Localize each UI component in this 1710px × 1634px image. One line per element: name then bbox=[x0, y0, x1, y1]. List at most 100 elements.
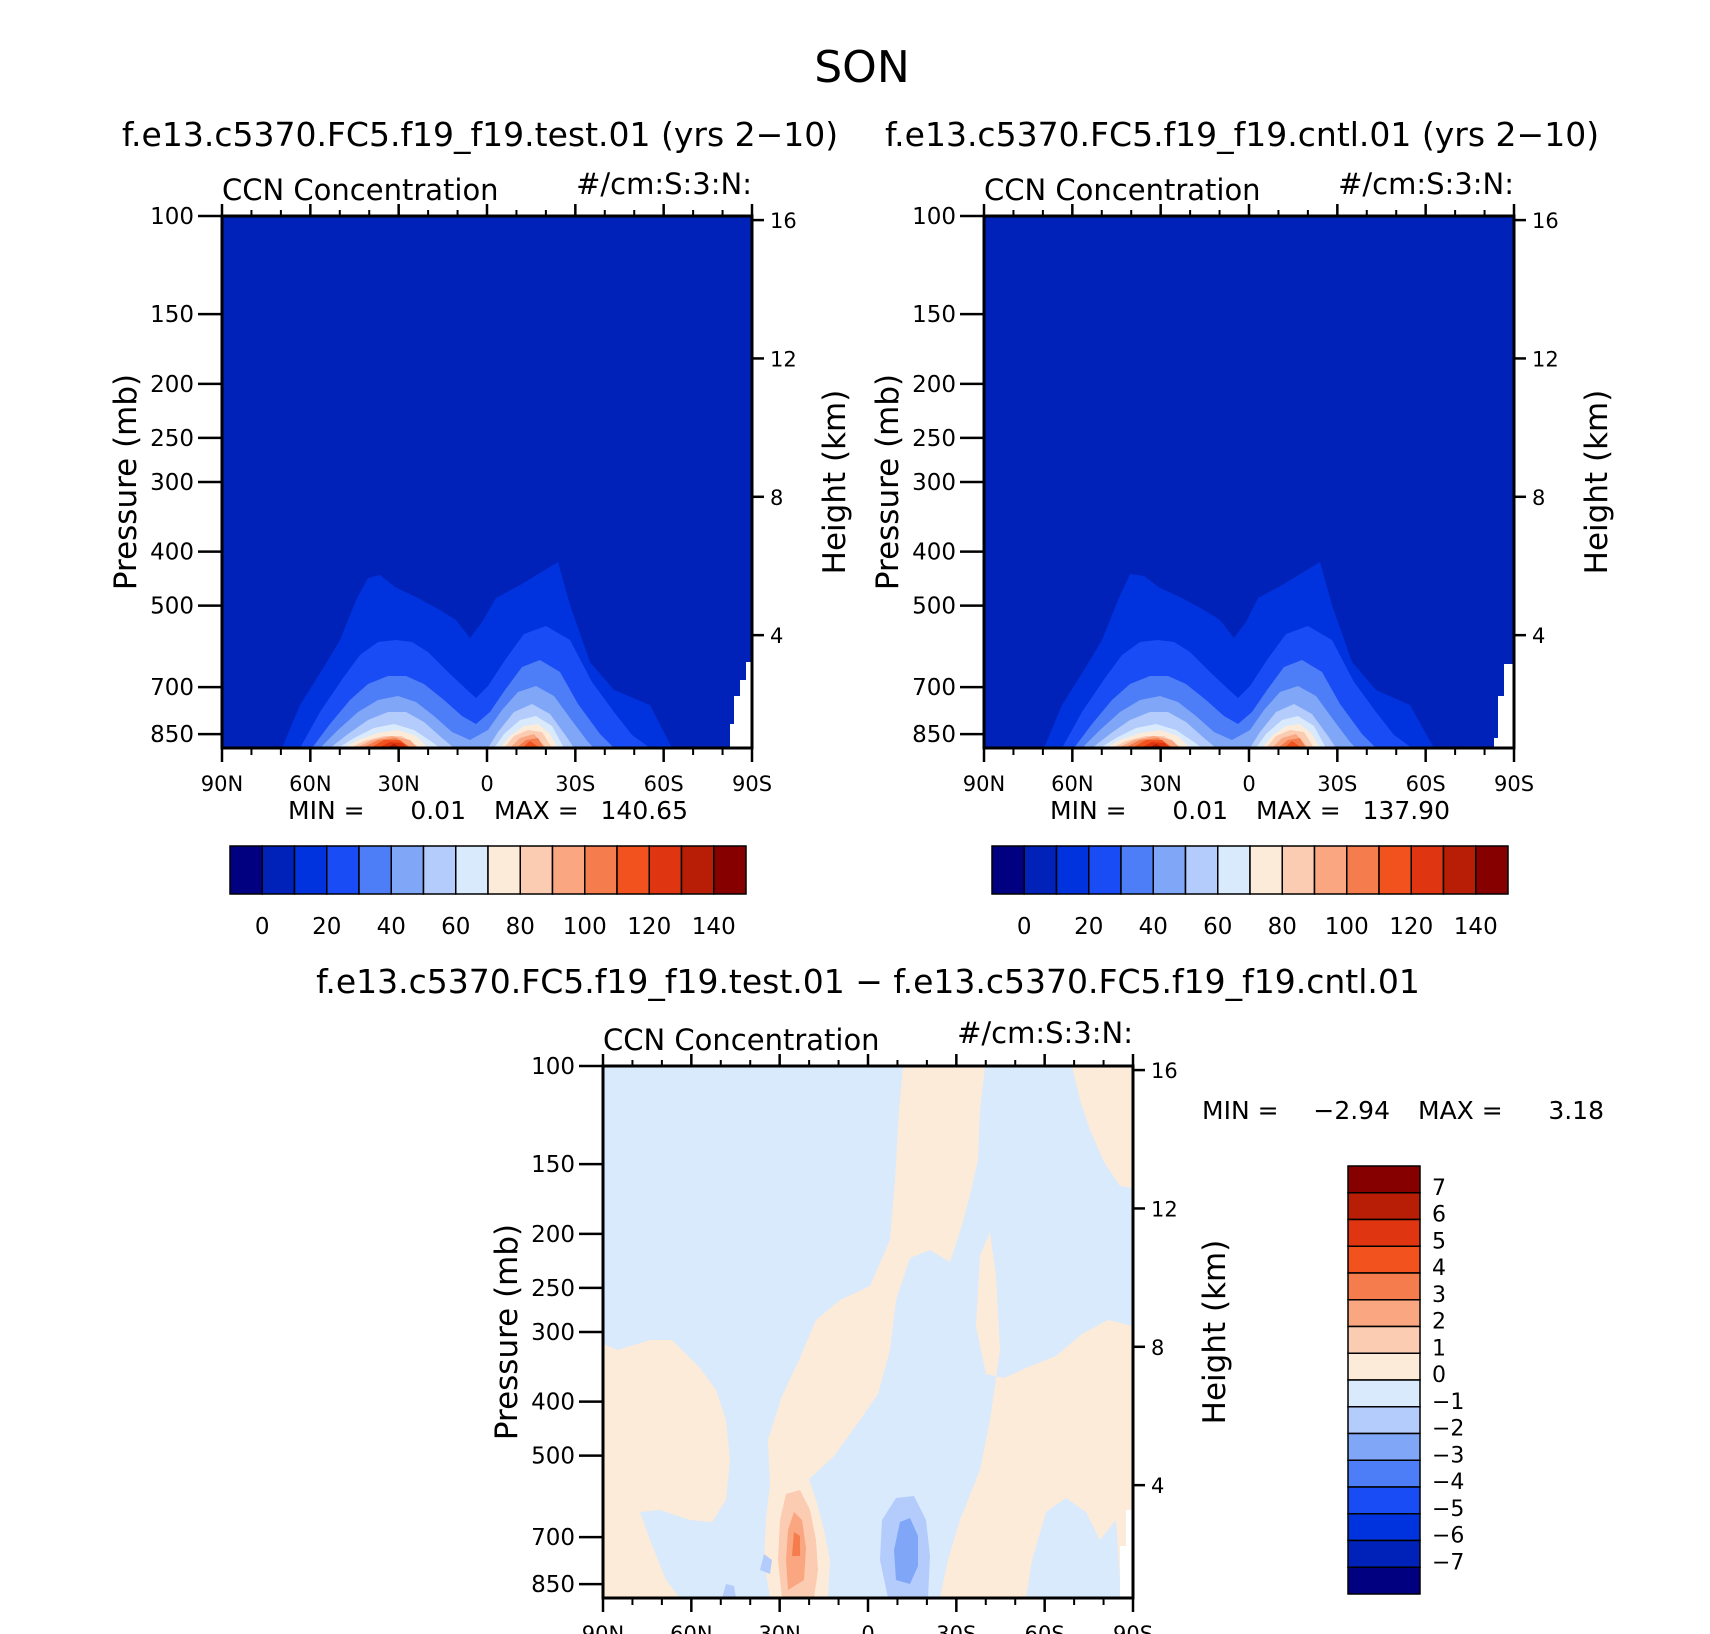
diff-xtick-label: 90N bbox=[582, 1622, 624, 1634]
cntl-ytick-label: 500 bbox=[912, 594, 956, 620]
test-colorbar-box bbox=[326, 845, 360, 895]
cntl-xtick-label: 0 bbox=[1242, 772, 1255, 796]
test-colorbar-label: 60 bbox=[441, 914, 470, 940]
cntl-colorbar-box bbox=[1152, 845, 1187, 895]
test-ytick-label: 150 bbox=[150, 302, 194, 328]
diff-y2tick-label: 8 bbox=[1151, 1336, 1164, 1360]
test-colorbar-label: 120 bbox=[627, 914, 671, 940]
test-y2label: Height (km) bbox=[817, 390, 853, 575]
diff-colorbar-label: −7 bbox=[1432, 1550, 1464, 1575]
test-max-label: MAX = bbox=[494, 796, 579, 825]
diff-positive-left-region bbox=[603, 1340, 730, 1598]
diff-positive-right-upper bbox=[1072, 1066, 1133, 1188]
diff-colorbar-label: 2 bbox=[1432, 1310, 1446, 1335]
test-colorbar-label: 0 bbox=[255, 914, 270, 940]
diff-colorbar-label: −6 bbox=[1432, 1524, 1464, 1549]
test-min-label: MIN = bbox=[288, 796, 365, 825]
diff-colorbar-label: 5 bbox=[1432, 1229, 1446, 1254]
cntl-colorbar-label: 80 bbox=[1268, 914, 1297, 940]
diff-negative-small-40n bbox=[722, 1584, 736, 1598]
cntl-colorbar-box bbox=[991, 845, 1025, 895]
diff-colorbar-box bbox=[1347, 1352, 1421, 1381]
cntl-y2tick-label: 12 bbox=[1532, 347, 1559, 371]
diff-colorbar-box bbox=[1347, 1192, 1421, 1221]
cntl-colorbar-box bbox=[1410, 845, 1445, 895]
diff-colorbar-label: −4 bbox=[1432, 1470, 1464, 1495]
cntl-xtick-label: 60S bbox=[1406, 772, 1446, 796]
diff-ytick-label: 150 bbox=[531, 1152, 575, 1178]
diff-colorbar-label: 6 bbox=[1432, 1203, 1446, 1228]
cntl-colorbar-box bbox=[1088, 845, 1122, 895]
diff-colorbar-box bbox=[1347, 1218, 1421, 1247]
diff-colorbar-box bbox=[1347, 1245, 1421, 1274]
diff-y2tick-label: 16 bbox=[1151, 1059, 1178, 1083]
test-contour-field bbox=[222, 216, 752, 748]
test-ytick-label: 300 bbox=[150, 470, 194, 496]
diff-y2tick-label: 12 bbox=[1151, 1197, 1178, 1221]
diff-min-value: −2.94 bbox=[1313, 1096, 1390, 1125]
test-colorbar-label: 40 bbox=[377, 914, 406, 940]
diff-colorbar-label: −5 bbox=[1432, 1497, 1464, 1522]
test-colorbar-box bbox=[648, 845, 683, 895]
diff-colorbar-label: −2 bbox=[1432, 1417, 1464, 1442]
test-colorbar-box bbox=[229, 845, 263, 895]
diff-colorbar-box bbox=[1347, 1272, 1421, 1301]
diff-colorbar-label: 3 bbox=[1432, 1283, 1446, 1308]
test-case-title: f.e13.c5370.FC5.f19_f19.test.01 (yrs 2−1… bbox=[122, 115, 838, 154]
diff-colorbar-box bbox=[1347, 1165, 1421, 1194]
cntl-colorbar-box bbox=[1346, 845, 1380, 895]
diff-colorbar-label: 0 bbox=[1432, 1363, 1446, 1388]
diff-xtick-label: 0 bbox=[861, 1622, 874, 1634]
diff-positive-right-lower bbox=[940, 1232, 1133, 1598]
diff-ytick-label: 200 bbox=[531, 1222, 575, 1248]
cntl-xtick-label: 90N bbox=[963, 772, 1005, 796]
test-colorbar-box bbox=[680, 845, 715, 895]
test-colorbar-box bbox=[713, 845, 747, 895]
cntl-ytick-label: 850 bbox=[912, 722, 956, 748]
test-colorbar-label: 100 bbox=[563, 914, 607, 940]
diff-colorbar-box bbox=[1347, 1299, 1421, 1328]
cntl-panel-title: CCN Concentration bbox=[984, 173, 1261, 207]
test-xtick-label: 0 bbox=[480, 772, 493, 796]
diff-min-label: MIN = bbox=[1202, 1096, 1279, 1125]
test-colorbar-label: 80 bbox=[506, 914, 535, 940]
diff-xtick-label: 60S bbox=[1025, 1622, 1065, 1634]
diff-xtick-label: 30N bbox=[758, 1622, 800, 1634]
diff-ytick-label: 700 bbox=[531, 1525, 575, 1551]
cntl-colorbar-box bbox=[1055, 845, 1090, 895]
diff-xtick-label: 90S bbox=[1113, 1622, 1153, 1634]
test-xtick-label: 90S bbox=[732, 772, 772, 796]
test-min-value: 0.01 bbox=[410, 796, 466, 825]
test-axes: 100 150 200 250 300 400 500 700 850 16 12 8 4 90N 60N 3… bbox=[150, 204, 797, 796]
test-ylabel: Pressure (mb) bbox=[108, 374, 144, 590]
diff-ytick-label: 400 bbox=[531, 1390, 575, 1416]
cntl-y2tick-label: 8 bbox=[1532, 486, 1545, 510]
test-y2tick-label: 8 bbox=[770, 486, 783, 510]
test-ytick-label: 200 bbox=[150, 372, 194, 398]
test-missing-region bbox=[730, 662, 752, 748]
cntl-ytick-label: 700 bbox=[912, 675, 956, 701]
cntl-colorbar-label: 20 bbox=[1074, 914, 1103, 940]
cntl-level-11-fill bbox=[1124, 738, 1306, 748]
test-ytick-label: 100 bbox=[150, 204, 194, 230]
cntl-colorbar-box bbox=[1378, 845, 1412, 895]
test-y2tick-label: 4 bbox=[770, 624, 783, 648]
diff-xtick-label: 30S bbox=[936, 1622, 976, 1634]
cntl-panel-units: #/cm:S:3:N: bbox=[1338, 167, 1514, 201]
cntl-colorbar-label: 120 bbox=[1389, 914, 1433, 940]
test-ytick-label: 700 bbox=[150, 675, 194, 701]
test-colorbar-box bbox=[390, 845, 425, 895]
cntl-case-title: f.e13.c5370.FC5.f19_f19.cntl.01 (yrs 2−1… bbox=[885, 115, 1599, 154]
test-ytick-label: 500 bbox=[150, 594, 194, 620]
cntl-colorbar: 0 20 40 60 80 100 120 140 bbox=[991, 845, 1509, 940]
test-colorbar-box bbox=[519, 845, 554, 895]
diff-colorbar-box bbox=[1347, 1325, 1421, 1354]
cntl-colorbar-box bbox=[1475, 845, 1509, 895]
diff-colorbar-box bbox=[1347, 1406, 1421, 1435]
test-xtick-label: 30N bbox=[377, 772, 419, 796]
test-y2tick-label: 16 bbox=[770, 209, 797, 233]
